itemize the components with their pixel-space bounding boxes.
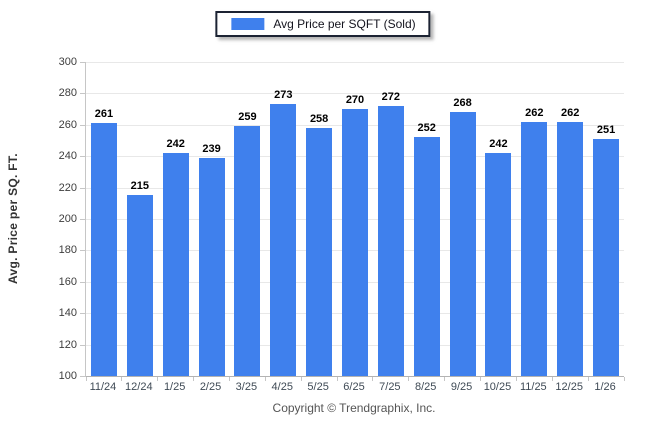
bar	[557, 121, 584, 376]
x-axis-tick	[157, 377, 159, 381]
bar-value-label: 252	[417, 122, 436, 135]
bar-value-label: 215	[130, 180, 149, 193]
legend: Avg Price per SQFT (Sold)	[215, 11, 431, 37]
bar-value-label: 242	[166, 138, 185, 151]
bar-value-label: 262	[525, 106, 544, 119]
plot-area: 261 215 242 239 259 273 258 270 272 252 268 242 262 2…	[80, 62, 625, 381]
bar	[270, 104, 297, 376]
bar	[306, 127, 333, 376]
x-tick-label: 6/25	[343, 381, 365, 393]
x-tick-label: 12/25	[555, 381, 583, 393]
x-axis-tick	[515, 377, 517, 381]
bar	[449, 112, 476, 376]
y-axis-labels: 100 120 140 160 180 200 220 240 260 280 300	[0, 56, 77, 382]
x-axis-tick	[193, 377, 195, 381]
bar	[593, 138, 620, 376]
bar	[413, 137, 440, 376]
bar	[162, 153, 189, 376]
y-tick-label: 160	[58, 275, 77, 288]
x-tick-label: 1/26	[594, 381, 616, 393]
x-axis-tick	[336, 377, 338, 381]
y-tick-label: 260	[58, 118, 77, 131]
bar-value-label: 270	[345, 94, 365, 107]
y-tick-label: 300	[58, 56, 77, 68]
x-axis-tick	[372, 377, 374, 381]
x-tick-label: 12/24	[125, 381, 153, 393]
x-axis-tick	[444, 377, 446, 381]
x-tick-label: 5/25	[307, 381, 329, 393]
bar-value-label: 258	[309, 112, 329, 125]
x-tick-label: 1/25	[163, 381, 186, 393]
bar-value-label: 242	[489, 138, 508, 151]
legend-label: Avg Price per SQFT (Sold)	[273, 17, 416, 31]
x-tick-label: 11/24	[89, 381, 117, 393]
bar-value-label: 268	[453, 97, 472, 110]
y-tick-label: 140	[58, 307, 77, 320]
y-axis-tick	[80, 250, 86, 252]
x-tick-label: 4/25	[271, 381, 293, 393]
y-tick-label: 220	[58, 181, 77, 194]
y-axis-tick	[80, 93, 86, 95]
x-axis-tick	[623, 377, 625, 381]
bar-value-label: 239	[202, 142, 221, 155]
y-axis-tick	[80, 376, 86, 377]
x-axis-tick	[121, 377, 123, 381]
y-axis-tick	[80, 344, 86, 346]
x-axis-tick	[587, 377, 589, 381]
x-axis-tick	[264, 377, 266, 381]
bar	[521, 121, 548, 376]
y-axis-tick	[80, 187, 86, 189]
x-axis-tick	[85, 377, 87, 381]
x-tick-label: 2/25	[199, 381, 222, 393]
bar-value-label: 259	[238, 111, 257, 124]
gridline	[86, 62, 624, 63]
bar-value-label: 272	[381, 90, 401, 103]
bar-value-label: 261	[94, 108, 114, 121]
x-tick-label: 3/25	[235, 381, 258, 393]
y-tick-label: 200	[58, 213, 77, 225]
y-axis-tick	[80, 124, 86, 126]
y-axis-tick	[80, 219, 86, 220]
y-tick-label: 180	[58, 244, 77, 257]
bar	[377, 105, 404, 376]
copyright-text: Copyright © Trendgraphix, Inc.	[272, 401, 436, 415]
bar	[198, 157, 225, 376]
bar	[342, 109, 368, 376]
y-tick-label: 240	[58, 150, 77, 163]
y-axis-tick	[80, 156, 86, 158]
x-tick-label: 11/25	[519, 381, 547, 393]
y-axis-tick	[80, 62, 86, 63]
x-axis-tick	[228, 377, 230, 381]
bar-value-label: 262	[561, 106, 580, 119]
bar	[234, 126, 261, 376]
y-tick-label: 120	[58, 338, 77, 351]
x-tick-label: 9/25	[450, 381, 473, 393]
bar-value-label: 251	[596, 123, 616, 136]
x-axis-tick	[551, 377, 553, 381]
x-axis-tick	[408, 377, 410, 381]
x-tick-label: 7/25	[379, 381, 401, 393]
bar-value-label: 273	[274, 89, 293, 102]
y-axis-tick	[80, 281, 86, 283]
bar	[90, 123, 117, 376]
x-tick-label: 10/25	[483, 381, 512, 393]
x-axis-tick	[480, 377, 482, 381]
legend-swatch	[231, 18, 265, 30]
gridline	[86, 93, 624, 95]
y-tick-label: 280	[58, 87, 77, 100]
x-tick-label: 8/25	[415, 381, 437, 393]
y-tick-label: 100	[58, 370, 77, 382]
x-axis-tick	[300, 377, 302, 381]
y-axis-tick	[80, 313, 86, 315]
bar	[126, 195, 153, 376]
bar	[485, 153, 512, 376]
